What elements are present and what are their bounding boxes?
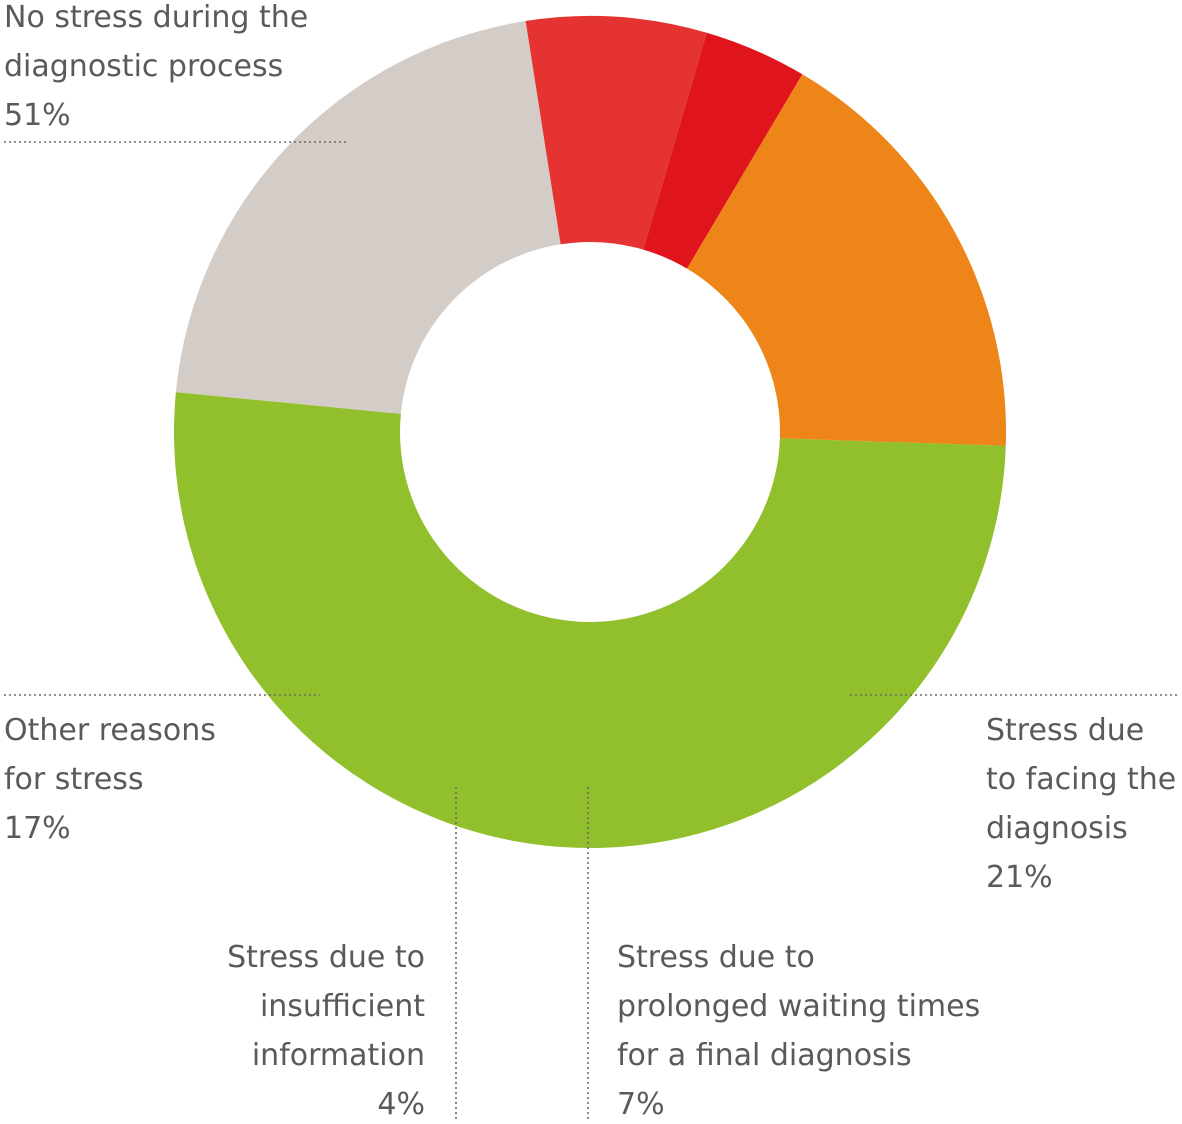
slice-waiting-times <box>525 16 707 250</box>
label-other-reasons-value: 17% <box>4 811 71 846</box>
label-waiting-times-value: 7% <box>617 1087 665 1122</box>
slice-facing-diagnosis <box>175 21 561 414</box>
donut-slices <box>174 16 1006 848</box>
label-waiting-times-line-1: Stress due to <box>617 940 815 975</box>
label-waiting-times-line-2: prolonged waiting times <box>617 989 980 1024</box>
label-no-stress-line-1: No stress during the <box>4 0 308 35</box>
label-waiting-times-line-3: for a final diagnosis <box>617 1038 912 1073</box>
label-waiting-times: Stress due to prolonged waiting times fo… <box>587 787 980 1122</box>
label-facing-diagnosis-line-2: to facing the <box>986 762 1176 797</box>
label-other-reasons-line-2: for stress <box>4 762 144 797</box>
label-no-stress-value: 51% <box>4 98 71 133</box>
label-insufficient-info-line-2: insufficient <box>260 989 425 1024</box>
label-facing-diagnosis-value: 21% <box>986 860 1053 895</box>
label-insufficient-info: Stress due to insufficient information 4… <box>227 787 457 1122</box>
label-no-stress: No stress during the diagnostic process … <box>4 0 348 143</box>
label-insufficient-info-value: 4% <box>377 1087 425 1122</box>
label-facing-diagnosis-line-3: diagnosis <box>986 811 1128 846</box>
label-other-reasons: Other reasons for stress 17% <box>4 694 320 846</box>
label-insufficient-info-line-1: Stress due to <box>227 940 425 975</box>
label-facing-diagnosis: Stress due to facing the diagnosis 21% <box>850 694 1178 895</box>
label-facing-diagnosis-line-1: Stress due <box>986 713 1144 748</box>
label-other-reasons-line-1: Other reasons <box>4 713 216 748</box>
label-insufficient-info-line-3: information <box>252 1038 425 1073</box>
slice-no-stress <box>174 392 1006 848</box>
slice-insufficient-info <box>643 32 803 269</box>
slice-other-reasons <box>687 74 1006 446</box>
label-no-stress-line-2: diagnostic process <box>4 49 283 84</box>
